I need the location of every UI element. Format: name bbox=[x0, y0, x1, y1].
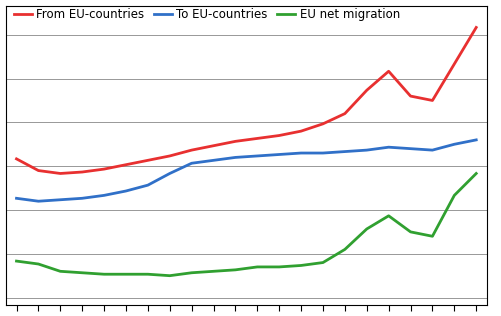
Legend: From EU-countries, To EU-countries, EU net migration: From EU-countries, To EU-countries, EU n… bbox=[12, 5, 402, 23]
